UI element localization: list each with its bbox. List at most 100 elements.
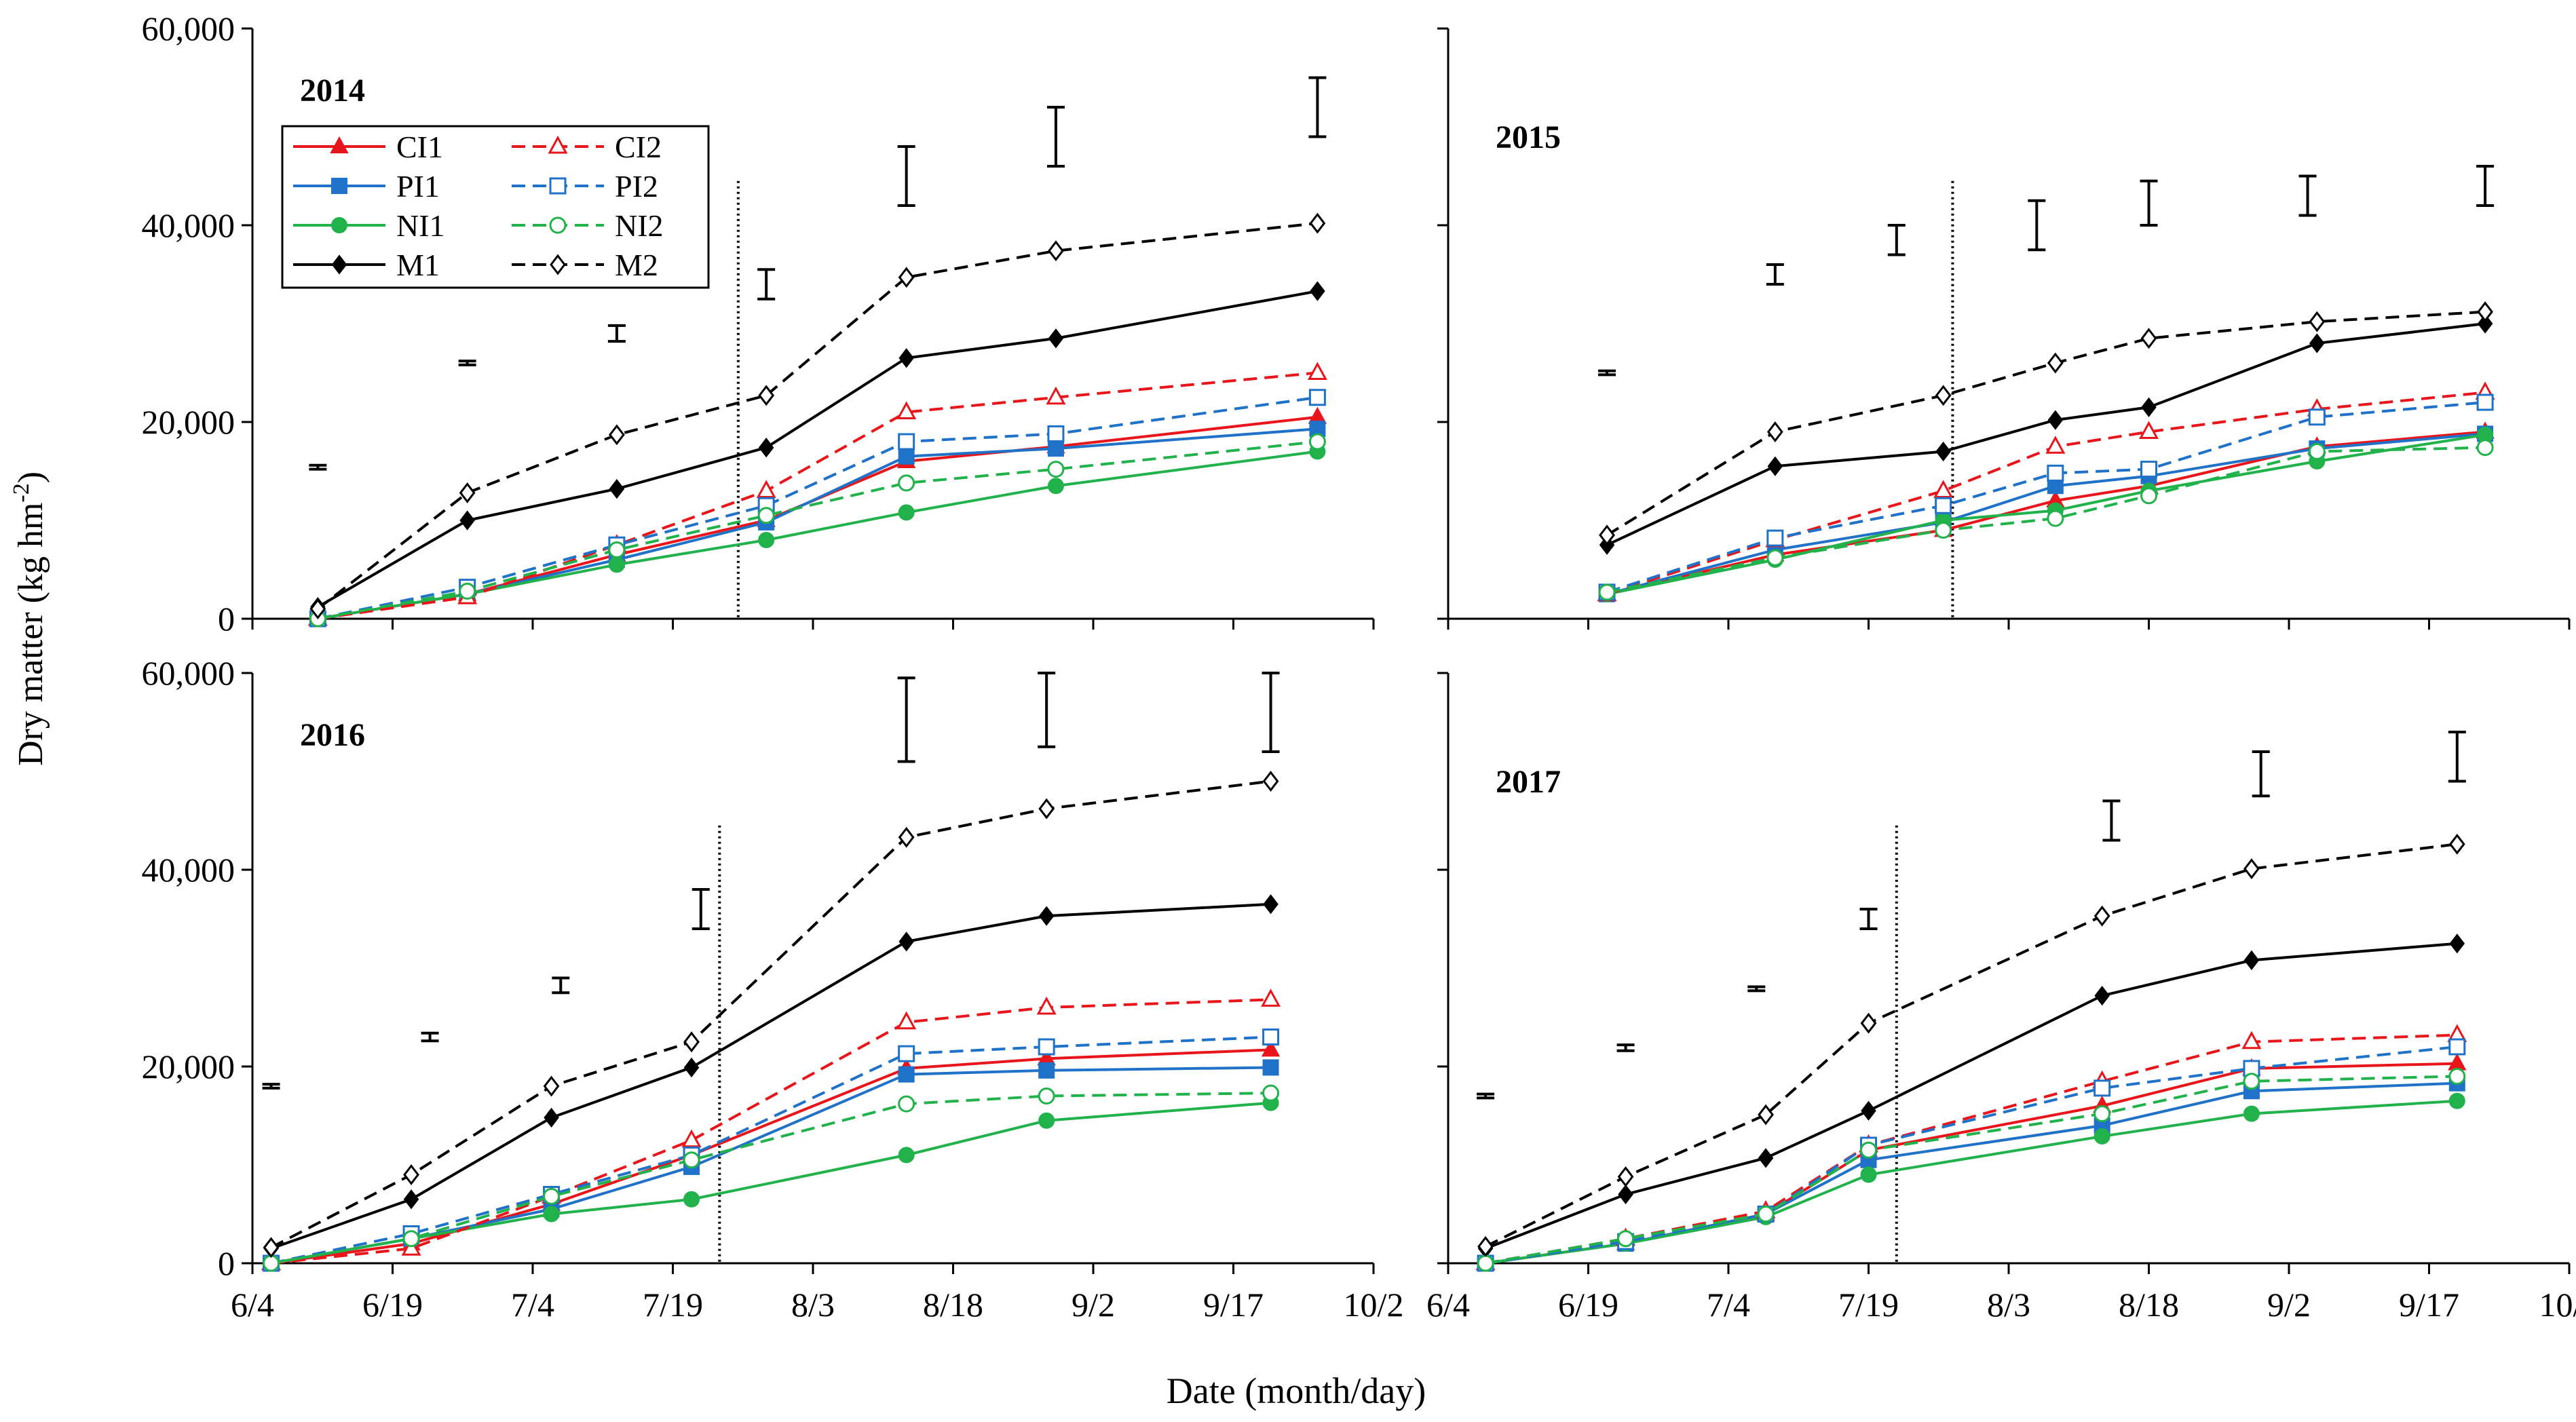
error-bar [2102,799,2121,842]
data-point [683,1151,700,1169]
data-point [1261,1039,1281,1057]
data-point [1262,1059,1279,1076]
x-tick-label: 9/17 [1203,1286,1264,1324]
data-point [2448,1092,2465,1109]
y-tick-label: 60,000 [142,9,235,47]
data-point [309,598,326,619]
data-point [1047,478,1064,495]
data-point [543,1206,560,1223]
data-point [2140,487,2157,505]
data-point [2448,1038,2466,1056]
x-tick-label: 8/3 [1987,1286,2030,1324]
error-bar [757,268,776,301]
error-bar [2140,179,2158,227]
data-point [2047,464,2064,482]
data-point [2448,1068,2466,1085]
panel-2014: 0 20,000 40,000 60,000 2014 [142,9,1375,638]
data-point [1046,386,1066,405]
y-axis-label: Dry matter (kg hm-2) [9,472,50,766]
data-point [2047,510,2064,527]
data-point [898,1095,915,1113]
data-point [1038,1112,1055,1129]
data-point [2308,408,2326,426]
data-point [459,582,476,600]
x-tick-label: 9/2 [2267,1286,2311,1324]
data-point [1477,1254,1494,1272]
data-point [1766,421,1783,442]
data-point [2241,1031,2262,1050]
data-point [2476,439,2494,457]
data-point [758,385,775,406]
error-bar [1477,1092,1495,1100]
series-line [271,1101,1271,1265]
panel-title: 2016 [300,717,365,753]
data-point [1758,1148,1774,1168]
series-M1 [263,894,1278,1258]
error-bar [897,145,915,207]
data-point [1310,281,1325,301]
x-tick-label: 10/2 [2539,1286,2576,1324]
x-tick-label: 9/2 [1072,1286,1115,1324]
data-point [544,1107,559,1128]
data-point [2140,328,2157,349]
x-tick-label: 8/18 [923,1286,983,1324]
data-point [1860,1012,1877,1034]
legend-swatch-marker [549,216,567,234]
data-point [1309,212,1326,234]
x-tick-label: 7/4 [511,1286,554,1324]
data-point [898,348,914,368]
series-M1 [1599,313,2493,555]
x-tick-label: 6/4 [231,1286,274,1324]
x-tick-label: 10/2 [1344,1286,1404,1324]
legend-swatch-marker [330,136,349,153]
series-line [1606,432,2486,596]
legend-entry-M1: M1 [293,248,440,282]
data-point [898,1147,915,1164]
y-tick-label: 0 [218,1244,235,1282]
data-point [2045,436,2066,454]
data-point [459,510,475,531]
data-point [1262,771,1279,792]
y-tick-label: 0 [218,600,235,638]
error-bar [2448,731,2466,783]
data-point [543,1075,560,1097]
error-bar [421,1031,439,1043]
y-tick-label: 40,000 [142,206,235,244]
data-point [1038,1038,1055,1056]
data-point [1038,1088,1055,1104]
error-bar [692,888,710,930]
y-axis-label-close: ) [12,472,50,483]
x-tick-label: 6/19 [1558,1286,1618,1324]
legend-label: PI2 [615,169,658,204]
data-point [898,433,915,450]
legend-entry-CI2: CI2 [512,130,662,164]
data-point [683,1191,700,1208]
series-M1 [1477,934,2465,1258]
error-bar [607,324,626,343]
error-bar [2476,165,2495,207]
series-line [317,290,1318,609]
data-point [2309,311,2326,332]
legend-label: M2 [615,248,658,282]
error-bar [309,463,327,471]
data-point [758,438,774,458]
x-axis-label: Date (month/day) [1167,1370,1426,1411]
panel-2017: 6/4 6/19 7/4 7/19 8/3 8/18 9/2 9/17 10/2 2017 [1426,672,2576,1324]
legend-entry-PI1: PI1 [293,169,440,204]
data-point [608,556,625,573]
y-tick-label: 60,000 [142,654,235,692]
series-M2 [1477,833,2465,1257]
data-point [1757,1206,1775,1223]
error-bar [2252,750,2270,798]
series-line [1606,433,2486,596]
y-tick-label: 40,000 [142,851,235,889]
data-point [2047,352,2064,374]
data-point [1263,894,1278,915]
x-tick-label: 6/4 [1426,1286,1470,1324]
error-bar [1616,1043,1635,1052]
data-point [2243,858,2260,880]
data-point [1860,1141,1877,1159]
data-point [1307,362,1327,380]
legend-label: PI1 [396,169,440,204]
error-bar [897,676,915,763]
